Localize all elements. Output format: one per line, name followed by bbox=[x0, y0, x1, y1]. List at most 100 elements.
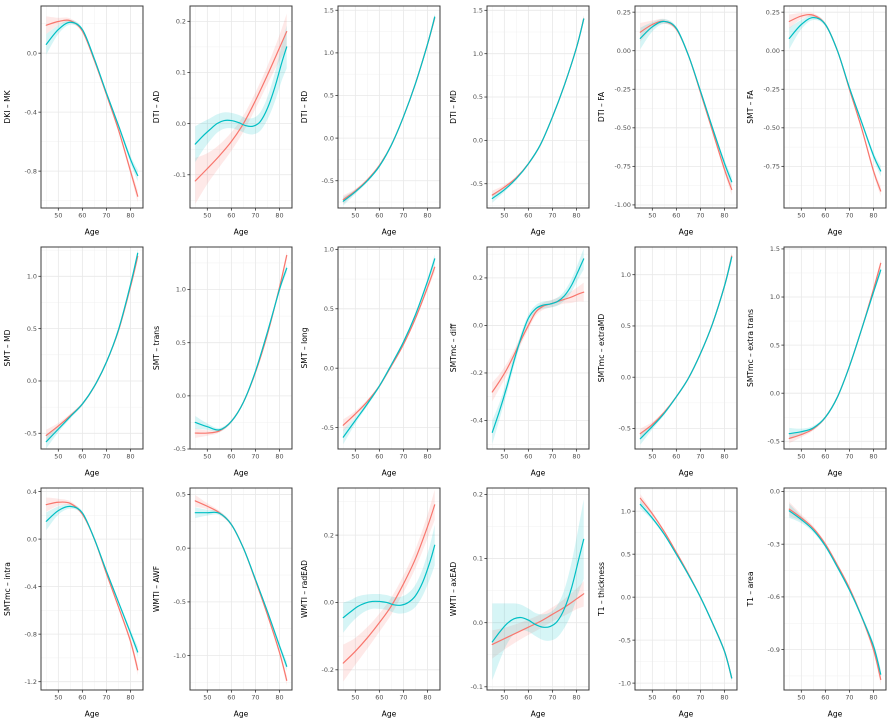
y-tick-label: 0.0 bbox=[27, 49, 37, 57]
plot-area bbox=[189, 488, 292, 690]
chart-svg-dti-md: 50 60 70 80 1.5 1.0 0.5 0.0 -0.5 DTI – MD Age bbox=[445, 0, 594, 241]
x-tick-label: 60 bbox=[78, 694, 86, 702]
y-tick-label: 1.0 bbox=[472, 50, 482, 58]
x-tick-label: 50 bbox=[648, 694, 656, 702]
series-line-cyan bbox=[639, 503, 733, 679]
x-tick-label: 60 bbox=[524, 694, 532, 702]
y-tick-label: -0.5 bbox=[619, 636, 631, 644]
y-tick-label: -0.50 bbox=[614, 124, 631, 132]
chart-svg-smtmc-extramd: 50 60 70 80 1.0 0.5 0.0 -0.5 SMTmc – extraMD Age bbox=[594, 241, 743, 482]
y-tick-label: -0.8 bbox=[25, 630, 37, 638]
y-tick-label: -0.25 bbox=[614, 85, 631, 93]
y-tick-label: -0.4 bbox=[25, 108, 37, 116]
y-axis-label: SMTmc – extraMD bbox=[597, 314, 606, 383]
series-line-cyan bbox=[194, 46, 287, 145]
y-tick-label: 0.0 bbox=[324, 134, 334, 142]
x-tick-label: 50 bbox=[203, 212, 211, 220]
x-axis-label: Age bbox=[382, 710, 397, 719]
y-tick-label: 1.5 bbox=[324, 6, 334, 14]
y-tick-label: 0.25 bbox=[617, 8, 631, 16]
y-axis-label: DTI – RD bbox=[300, 91, 309, 124]
panel-border bbox=[337, 487, 441, 691]
chart-svg-t1-thickness: 50 60 70 80 1.0 0.5 0.0 -0.5 -1.0 T1 – thickness A… bbox=[594, 482, 743, 723]
y-tick-label: 0.0 bbox=[472, 322, 482, 330]
x-tick-label: 50 bbox=[797, 453, 805, 461]
y-tick-label: 1.0 bbox=[27, 273, 37, 281]
y-tick-label: 0.5 bbox=[324, 305, 334, 313]
plot-area bbox=[189, 247, 292, 449]
y-tick-label: 0.1 bbox=[175, 69, 185, 77]
y-tick-label: 0.2 bbox=[472, 491, 482, 499]
x-axis-label: Age bbox=[679, 469, 694, 478]
chart-svg-wmti-axead: 50 60 70 80 0.2 0.1 0.0 -0.1 WMTI – axEAD Age bbox=[445, 482, 594, 723]
y-tick-label: 1.0 bbox=[769, 293, 779, 301]
x-tick-label: 80 bbox=[275, 453, 283, 461]
y-tick-label: 0.0 bbox=[769, 488, 779, 496]
x-tick-label: 80 bbox=[572, 453, 580, 461]
plot-area bbox=[783, 247, 886, 449]
x-axis-label: Age bbox=[85, 469, 100, 478]
x-tick-label: 60 bbox=[672, 694, 680, 702]
y-tick-label: -0.5 bbox=[619, 425, 631, 433]
x-axis-label: Age bbox=[530, 228, 545, 237]
x-tick-label: 50 bbox=[203, 694, 211, 702]
x-tick-label: 60 bbox=[672, 212, 680, 220]
panel-dti-rd: 50 60 70 80 1.5 1.0 0.5 0.0 -0.5 DTI – RD Age bbox=[297, 0, 446, 241]
y-tick-label: -1.00 bbox=[614, 201, 631, 209]
x-axis-label: Age bbox=[827, 469, 842, 478]
plot-area bbox=[635, 247, 737, 449]
panel-border bbox=[486, 5, 589, 209]
y-tick-label: -0.5 bbox=[173, 598, 185, 606]
panel-border bbox=[40, 5, 144, 209]
x-tick-label: 60 bbox=[78, 212, 86, 220]
series-line-cyan bbox=[45, 505, 139, 653]
x-tick-label: 80 bbox=[869, 694, 877, 702]
y-tick-label: 0.0 bbox=[472, 137, 482, 145]
panel-border bbox=[486, 246, 589, 450]
x-tick-label: 50 bbox=[797, 212, 805, 220]
panel-border bbox=[486, 487, 589, 691]
series-line-cyan bbox=[788, 16, 881, 172]
y-tick-label: -0.3 bbox=[767, 540, 779, 548]
series-line-cyan bbox=[788, 510, 881, 675]
x-tick-label: 60 bbox=[375, 694, 383, 702]
chart-svg-dti-fa: 50 60 70 80 0.25 0.00 -0.25 -0.50 -0.75 -1.00 DTI … bbox=[594, 0, 743, 241]
x-tick-label: 60 bbox=[821, 212, 829, 220]
y-tick-label: 0.4 bbox=[27, 488, 37, 496]
series-line-cyan bbox=[491, 258, 584, 433]
plot-area bbox=[41, 247, 143, 449]
y-tick-label: -0.5 bbox=[25, 430, 37, 438]
y-tick-label: -0.2 bbox=[470, 369, 482, 377]
panel-border bbox=[40, 246, 144, 450]
chart-svg-smt-trans: 50 60 70 80 1.0 0.5 0.0 -0.5 SMT – trans Age bbox=[148, 241, 297, 482]
y-tick-label: -0.4 bbox=[25, 583, 37, 591]
y-tick-label: 0.0 bbox=[175, 120, 185, 128]
y-tick-label: 0.2 bbox=[472, 274, 482, 282]
x-tick-label: 80 bbox=[720, 453, 728, 461]
x-tick-label: 50 bbox=[351, 453, 359, 461]
x-axis-label: Age bbox=[85, 228, 100, 237]
x-tick-label: 50 bbox=[351, 694, 359, 702]
chart-svg-smtmc-diff: 50 60 70 80 0.2 0.0 -0.2 -0.4 SMTmc – diff Age bbox=[445, 241, 594, 482]
x-axis-label: Age bbox=[85, 710, 100, 719]
panel-dki-mk: 50 60 70 80 0.0 -0.4 -0.8 DKI – MK Age bbox=[0, 0, 149, 241]
y-tick-label: 0.25 bbox=[765, 8, 779, 16]
y-axis-label: DTI – AD bbox=[152, 91, 161, 124]
series-line-cyan bbox=[491, 18, 584, 200]
y-tick-label: 0.5 bbox=[621, 322, 631, 330]
series-line-red bbox=[342, 504, 436, 664]
y-tick-label: 0.5 bbox=[621, 550, 631, 558]
y-axis-label: SMT – trans bbox=[152, 326, 161, 370]
x-axis-label: Age bbox=[530, 710, 545, 719]
panel-border bbox=[40, 487, 144, 691]
y-tick-label: -0.5 bbox=[470, 180, 482, 188]
x-tick-label: 60 bbox=[227, 694, 235, 702]
panel-border bbox=[337, 246, 441, 450]
x-tick-label: 50 bbox=[500, 453, 508, 461]
y-axis-label: T1 – thickness bbox=[597, 562, 606, 617]
x-tick-label: 70 bbox=[251, 694, 259, 702]
series-line-cyan bbox=[639, 256, 733, 440]
x-tick-label: 60 bbox=[227, 453, 235, 461]
panel-border bbox=[783, 5, 886, 209]
x-tick-label: 60 bbox=[524, 453, 532, 461]
